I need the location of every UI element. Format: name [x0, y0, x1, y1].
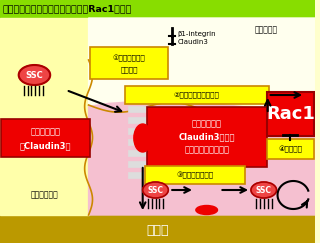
Ellipse shape	[251, 182, 276, 198]
Bar	[128, 106, 157, 112]
FancyBboxPatch shape	[125, 86, 269, 104]
FancyBboxPatch shape	[147, 107, 267, 167]
Bar	[128, 150, 157, 156]
FancyBboxPatch shape	[267, 92, 314, 136]
Ellipse shape	[19, 65, 50, 85]
FancyBboxPatch shape	[90, 47, 168, 79]
Text: ②血液精巣関門の通過: ②血液精巣関門の通過	[174, 92, 220, 98]
Text: ①セルトリ細胞: ①セルトリ細胞	[113, 54, 145, 61]
Text: β1-integrin: β1-integrin	[177, 31, 216, 37]
Bar	[0, 18, 89, 215]
FancyBboxPatch shape	[267, 139, 314, 159]
Bar	[128, 117, 157, 123]
Ellipse shape	[196, 206, 218, 215]
Bar	[128, 128, 157, 134]
Polygon shape	[89, 100, 315, 215]
Text: SSC: SSC	[26, 70, 43, 79]
Text: 血液精巣関門: 血液精巣関門	[30, 128, 60, 137]
Text: セルトリ細胞: セルトリ細胞	[30, 191, 58, 200]
Bar	[128, 172, 157, 178]
Ellipse shape	[143, 182, 168, 198]
Text: 精細管内腔: 精細管内腔	[254, 26, 277, 35]
Text: ③基底膜への接着: ③基底膜への接着	[176, 171, 213, 179]
Bar	[0, 215, 315, 243]
Text: 誘導し、通過させる: 誘導し、通過させる	[184, 146, 229, 155]
FancyBboxPatch shape	[145, 166, 245, 184]
Text: SSC: SSC	[256, 185, 272, 194]
Text: 基底膜: 基底膜	[146, 224, 169, 236]
Bar	[128, 95, 157, 101]
Text: Claudin3発現を: Claudin3発現を	[179, 132, 235, 141]
Text: 精子幹細胞の: 精子幹細胞の	[192, 120, 222, 129]
Text: SSC: SSC	[148, 185, 164, 194]
Text: Rac1: Rac1	[266, 105, 315, 123]
Bar	[128, 139, 157, 145]
Text: ④自己複製: ④自己複製	[278, 145, 302, 153]
Text: （Claudin3）: （Claudin3）	[20, 141, 71, 150]
Text: 精子幹細胞のホーミングにおけるRac1の役割: 精子幹細胞のホーミングにおけるRac1の役割	[3, 5, 132, 14]
Bar	[0, 0, 315, 18]
FancyBboxPatch shape	[1, 119, 90, 157]
Polygon shape	[89, 18, 315, 118]
Text: セルトリ細胞: セルトリ細胞	[237, 136, 265, 145]
Bar	[128, 161, 157, 167]
Ellipse shape	[134, 124, 152, 152]
Text: Claudin3: Claudin3	[177, 39, 208, 45]
Text: への接着: への接着	[120, 67, 138, 73]
